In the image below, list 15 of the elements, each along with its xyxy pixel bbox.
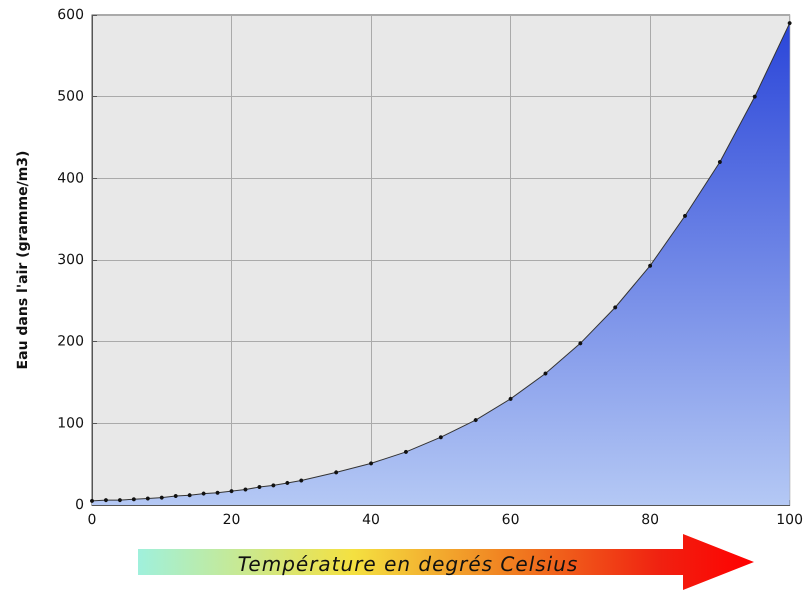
x-tick-label: 60 <box>502 512 520 528</box>
y-tick-label: 0 <box>75 497 84 513</box>
y-tick-label: 100 <box>57 415 84 432</box>
x-tick-label: 100 <box>776 512 804 528</box>
y-tick-label: 300 <box>57 252 84 268</box>
x-tick-label: 0 <box>88 512 96 528</box>
y-tick-label: 500 <box>57 88 84 105</box>
y-axis-title: Eau dans l'air (gramme/m3) <box>15 150 31 370</box>
y-tick-label: 400 <box>57 170 84 186</box>
x-tick-label: 20 <box>222 512 240 528</box>
y-tick-label: 600 <box>57 7 84 23</box>
x-axis-title: Température en degrés Celsius <box>236 551 580 578</box>
y-tick-label: 200 <box>57 334 84 350</box>
x-tick-label: 40 <box>362 512 380 528</box>
x-tick-label: 80 <box>641 512 660 528</box>
